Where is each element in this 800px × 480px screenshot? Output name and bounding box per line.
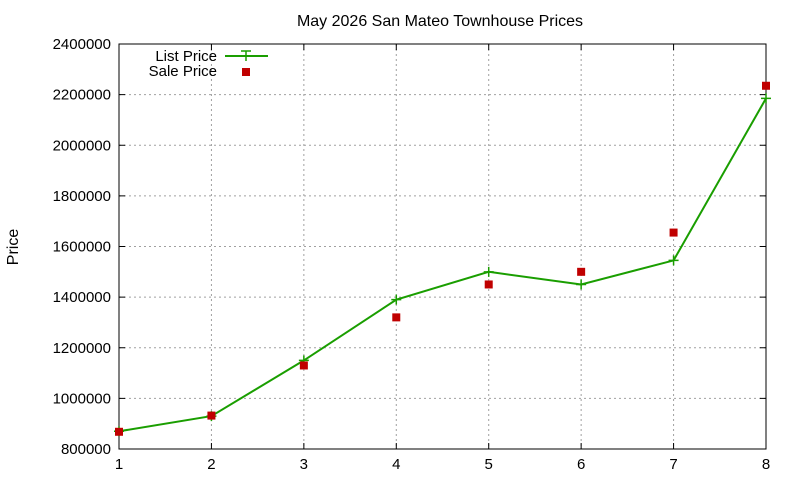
sale-price-point (669, 228, 678, 237)
x-tick-label: 5 (485, 456, 493, 473)
y-tick-label: 1000000 (53, 390, 111, 407)
y-tick-label: 2200000 (53, 87, 111, 104)
x-tick-label: 8 (762, 456, 770, 473)
y-tick-label: 1800000 (53, 188, 111, 205)
axis-ticks (118, 43, 767, 450)
list-price-point (391, 294, 402, 305)
sale-price-point (484, 280, 493, 289)
y-axis-label: Price (5, 229, 22, 266)
x-tick-label: 7 (669, 456, 677, 473)
list-price-point (576, 279, 587, 290)
x-tick-label: 2 (207, 456, 215, 473)
sale-price-point (207, 411, 216, 420)
sale-price-point (115, 427, 123, 436)
legend-marker-list-price (241, 50, 251, 61)
x-tick-label: 3 (300, 456, 308, 473)
legend-label-list-price: List Price (155, 48, 217, 65)
y-tick-label: 1400000 (53, 289, 111, 306)
x-tick-labels: 1 2 3 4 5 6 7 8 (115, 456, 770, 473)
y-tick-labels: 800000 1000000 1200000 1400000 1600000 180000… (53, 36, 111, 458)
sale-price-point (299, 361, 308, 370)
series-layer (114, 81, 771, 437)
list-price-point (668, 255, 679, 266)
y-tick-label: 1600000 (53, 239, 111, 256)
x-tick-label: 6 (577, 456, 585, 473)
sale-price-point (392, 313, 401, 322)
list-price-point (761, 93, 771, 104)
chart-title: May 2026 San Mateo Townhouse Prices (297, 13, 583, 30)
grid-lines (119, 44, 766, 449)
sale-price-point (762, 81, 770, 90)
x-tick-label: 4 (392, 456, 400, 473)
y-tick-label: 800000 (61, 441, 111, 458)
y-tick-label: 2400000 (53, 36, 111, 53)
series-line-list-price (118, 97, 767, 433)
y-tick-label: 1200000 (53, 340, 111, 357)
plot-frame (118, 43, 767, 450)
legend-marker-sale-price (242, 68, 250, 76)
sale-price-point (577, 267, 586, 276)
legend-label-sale-price: Sale Price (149, 63, 217, 80)
y-tick-label: 2000000 (53, 137, 111, 154)
legend: List Price Sale Price (149, 48, 268, 80)
list-price-point (483, 266, 494, 277)
x-tick-label: 1 (115, 456, 123, 473)
